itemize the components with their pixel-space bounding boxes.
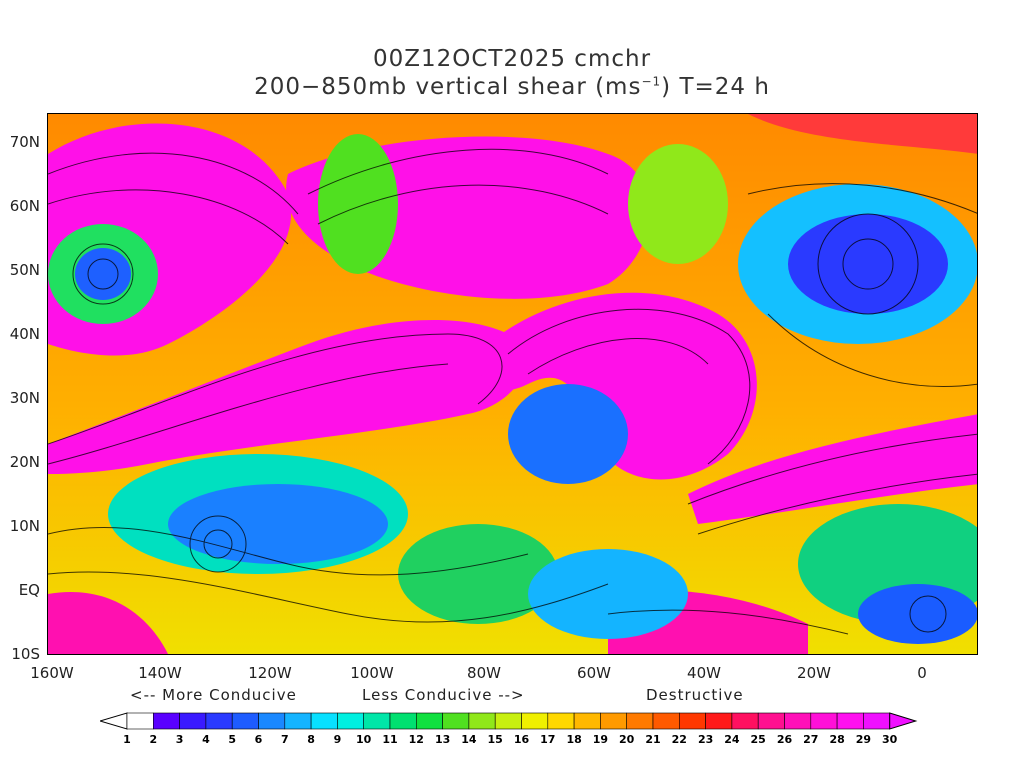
colorbar-tick-label: 11 xyxy=(382,733,398,746)
colorbar-tick-label: 23 xyxy=(697,733,714,746)
colorbar-tick-label: 16 xyxy=(513,733,530,746)
colorbar-swatch xyxy=(179,712,207,730)
colorbar-swatch xyxy=(757,712,785,730)
lat-label-10s: 10S xyxy=(11,645,40,663)
lon-label-140w: 140W xyxy=(138,664,182,682)
colorbar-tick-label: 19 xyxy=(592,733,609,746)
colorbar-right-arrow xyxy=(889,712,918,730)
colorbar-swatch xyxy=(494,712,522,730)
colorbar-tick-label: 26 xyxy=(776,733,793,746)
colorbar-tick-label: 29 xyxy=(855,733,872,746)
colorbar-tick-label: 12 xyxy=(408,733,424,746)
colorbar-swatch xyxy=(547,712,575,730)
lat-label-70n: 70N xyxy=(9,133,40,151)
colorbar-swatch xyxy=(705,712,733,730)
colorbar-tick-label: 5 xyxy=(228,733,237,746)
colorbar-swatch xyxy=(863,712,891,730)
colorbar-swatch xyxy=(337,712,364,730)
colorbar-swatch xyxy=(468,712,496,730)
colorbar-tick-label: 14 xyxy=(461,733,477,746)
shear-field xyxy=(48,114,977,654)
shear-map xyxy=(47,113,978,655)
colorbar-swatch xyxy=(731,712,759,730)
colorbar-swatch xyxy=(521,712,549,730)
lon-label-80w: 80W xyxy=(467,664,501,682)
lat-label-20n: 20N xyxy=(9,453,40,471)
colorbar-swatch xyxy=(600,712,627,730)
colorbar-tick-label: 25 xyxy=(750,733,766,746)
map-subtitle: 200−850mb vertical shear (ms−1) T=24 h xyxy=(254,74,770,100)
colorbar-tick-label: 27 xyxy=(803,733,819,746)
lat-label-40n: 40N xyxy=(9,325,40,343)
colorbar-swatch xyxy=(205,712,233,730)
colorbar-tick-label: 10 xyxy=(356,733,372,746)
map-title: 00Z12OCT2025 cmchr xyxy=(372,46,652,72)
colorbar-tick-label: 20 xyxy=(619,733,635,746)
colorbar-tick-label: 6 xyxy=(254,733,263,746)
lat-label-50n: 50N xyxy=(9,261,40,279)
colorbar-tick-label: 28 xyxy=(829,733,845,746)
colorbar-swatch xyxy=(284,712,312,730)
colorbar-tick-label: 4 xyxy=(202,733,210,746)
colorbar-swatch xyxy=(626,712,654,730)
colorbar-tick-label: 21 xyxy=(645,733,661,746)
lon-label-60w: 60W xyxy=(577,664,611,682)
colorbar-swatch xyxy=(442,712,470,730)
colorbar-tick-label: 9 xyxy=(333,733,342,746)
colorbar-tick-label: 8 xyxy=(307,733,315,746)
lon-label-120w: 120W xyxy=(248,664,292,682)
colorbar-swatch xyxy=(810,712,838,730)
guide-more-conducive: <-- More Conducive xyxy=(130,686,297,704)
guide-less-conducive: Less Conducive --> xyxy=(362,686,525,704)
lon-label-100w: 100W xyxy=(350,664,394,682)
guide-destructive: Destructive xyxy=(646,686,744,704)
colorbar-tick-label: 13 xyxy=(434,733,451,746)
colorbar-tick-label: 1 xyxy=(123,733,131,746)
colorbar-tick-label: 15 xyxy=(487,733,503,746)
colorbar-swatch xyxy=(231,712,259,730)
colorbar-swatch xyxy=(784,712,812,730)
colorbar-swatch xyxy=(310,712,338,730)
lon-label-40w: 40W xyxy=(687,664,721,682)
colorbar-swatch xyxy=(363,712,391,730)
colorbar-tick-label: 24 xyxy=(724,733,740,746)
lon-label-0: 0 xyxy=(917,664,927,682)
lat-label-60n: 60N xyxy=(9,197,40,215)
colorbar-swatch xyxy=(415,712,443,730)
colorbar-tick-label: 18 xyxy=(566,733,582,746)
colorbar-swatch xyxy=(678,712,706,730)
lon-label-160w: 160W xyxy=(30,664,74,682)
colorbar-swatch xyxy=(126,712,154,730)
colorbar xyxy=(100,712,918,730)
colorbar-swatch xyxy=(836,712,864,730)
lon-label-20w: 20W xyxy=(797,664,831,682)
colorbar-left-arrow xyxy=(100,712,128,730)
colorbar-swatch xyxy=(652,712,680,730)
colorbar-swatch xyxy=(152,712,180,730)
colorbar-tick-label: 3 xyxy=(175,733,184,746)
colorbar-swatch xyxy=(389,712,417,730)
colorbar-tick-label: 7 xyxy=(280,733,289,746)
colorbar-tick-label: 22 xyxy=(671,733,687,746)
lat-label-30n: 30N xyxy=(9,389,40,407)
lat-label-eq: EQ xyxy=(18,581,40,599)
lat-label-10n: 10N xyxy=(9,517,40,535)
colorbar-swatch xyxy=(258,712,286,730)
colorbar-swatch xyxy=(573,712,601,730)
colorbar-tick-label: 2 xyxy=(149,733,158,746)
colorbar-tick-label: 30 xyxy=(882,733,898,746)
colorbar-tick-label: 17 xyxy=(540,733,556,746)
